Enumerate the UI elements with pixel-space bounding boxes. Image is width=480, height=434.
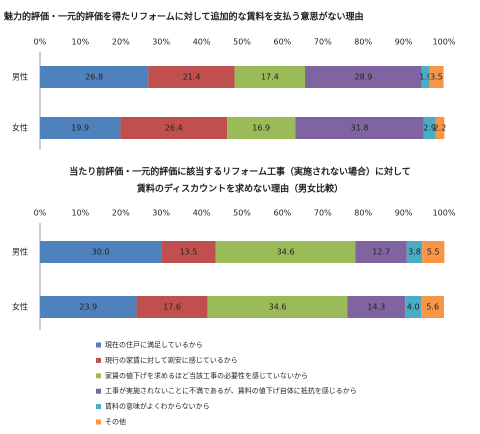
bar-segment <box>435 117 445 139</box>
x-tick-label: 30% <box>152 38 170 47</box>
bar-segment <box>161 241 216 263</box>
data-label: 2.9 <box>423 124 436 133</box>
bar-segment <box>40 241 162 263</box>
data-label: 1.9 <box>419 73 432 82</box>
legend-marker <box>96 419 101 425</box>
legend-marker <box>96 357 101 363</box>
data-label: 34.6 <box>277 248 295 257</box>
data-label: 17.6 <box>163 303 181 312</box>
data-label: 30.0 <box>92 248 110 257</box>
x-tick-label: 40% <box>193 209 211 218</box>
data-label: 4.0 <box>407 303 420 312</box>
legend-label: 賃料の意味がよくわからないから <box>105 402 210 411</box>
x-tick-label: 60% <box>274 209 292 218</box>
x-tick-label: 80% <box>354 209 372 218</box>
chart-title: 当たり前評価・一元的評価に該当するリフォーム工事（実施されない場合）に対して <box>69 166 410 178</box>
bar-segment <box>215 241 356 263</box>
category-label: 男性 <box>12 247 28 257</box>
bar-segment <box>207 296 348 318</box>
bar-segment <box>136 296 208 318</box>
legend-label: 現行の家賃に対して割安に感じているから <box>105 355 238 364</box>
data-label: 12.7 <box>372 248 390 257</box>
x-tick-label: 50% <box>233 209 251 218</box>
x-tick-label: 70% <box>314 209 332 218</box>
category-label: 女性 <box>12 302 28 312</box>
x-tick-label: 40% <box>193 38 211 47</box>
data-label: 26.8 <box>85 73 103 82</box>
x-tick-label: 10% <box>72 209 90 218</box>
data-label: 3.8 <box>408 248 421 257</box>
data-label: 5.6 <box>426 303 439 312</box>
bar-segment <box>423 117 436 139</box>
data-label: 17.4 <box>261 73 279 82</box>
bar-segment <box>406 241 423 263</box>
legend-marker <box>96 342 101 348</box>
legend-marker <box>96 404 101 410</box>
bar-segment <box>422 241 445 263</box>
bar-segment <box>40 66 149 88</box>
legend-label: 工事が実施されないことに不満であるが、賃料の値下げ自体に抵抗を感じるから <box>105 386 357 395</box>
x-tick-label: 20% <box>112 38 130 47</box>
x-tick-label: 100% <box>433 209 456 218</box>
x-tick-label: 100% <box>433 38 456 47</box>
bar-segment <box>355 241 407 263</box>
legend-label: その他 <box>105 417 126 426</box>
x-tick-label: 50% <box>233 38 251 47</box>
chart-title: 魅力的評価・一元的評価を得たリフォームに対して追加的な賃料を支払う意思がない理由 <box>4 11 363 23</box>
chart-title: 賃料のディスカウントを求めない理由（男女比較） <box>136 183 343 195</box>
bar-segment <box>421 66 430 88</box>
bar-segment <box>347 296 406 318</box>
x-tick-label: 60% <box>274 38 292 47</box>
x-tick-label: 30% <box>152 209 170 218</box>
data-label: 2.2 <box>434 124 447 133</box>
data-label: 19.9 <box>71 124 89 133</box>
data-label: 16.9 <box>252 124 270 133</box>
x-tick-label: 90% <box>395 38 413 47</box>
data-label: 5.5 <box>427 248 440 257</box>
category-label: 女性 <box>12 123 28 133</box>
x-tick-label: 10% <box>72 38 90 47</box>
x-tick-label: 90% <box>395 209 413 218</box>
data-label: 34.6 <box>269 303 287 312</box>
category-label: 男性 <box>12 72 28 82</box>
data-label: 23.9 <box>79 303 97 312</box>
legend-marker <box>96 388 101 394</box>
bar-segment <box>148 66 235 88</box>
data-label: 31.8 <box>351 124 369 133</box>
bar-segment <box>227 117 296 139</box>
legend-marker <box>96 373 101 379</box>
data-label: 28.9 <box>354 73 372 82</box>
x-tick-label: 0% <box>34 38 47 47</box>
x-tick-label: 0% <box>34 209 47 218</box>
data-label: 3.5 <box>430 73 443 82</box>
bar-segment <box>120 117 228 139</box>
bar-segment <box>40 296 137 318</box>
data-label: 13.5 <box>180 248 198 257</box>
bar-segment <box>421 296 444 318</box>
x-tick-label: 20% <box>112 209 130 218</box>
x-tick-label: 80% <box>354 38 372 47</box>
bar-segment <box>429 66 444 88</box>
legend-label: 現在の住戸に満足しているから <box>105 340 203 349</box>
bar-segment <box>405 296 422 318</box>
bar-segment <box>234 66 306 88</box>
data-label: 26.4 <box>165 124 183 133</box>
bar-segment <box>305 66 422 88</box>
data-label: 14.3 <box>367 303 385 312</box>
legend-label: 家賃の値下げを求めるほど当該工事の必要性を感じていないから <box>105 371 308 380</box>
x-tick-label: 70% <box>314 38 332 47</box>
bar-segment <box>295 117 424 139</box>
bar-segment <box>40 117 121 139</box>
data-label: 21.4 <box>183 73 201 82</box>
